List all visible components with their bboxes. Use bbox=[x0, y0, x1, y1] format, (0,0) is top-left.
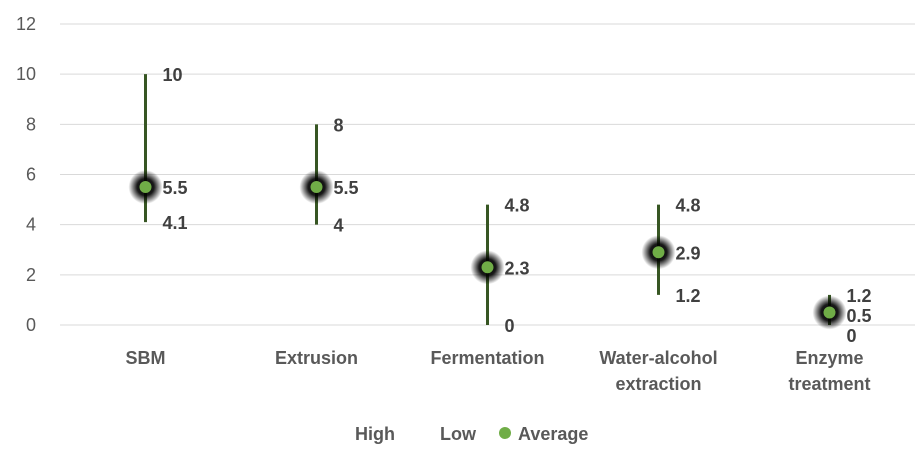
legend-average: Average bbox=[518, 424, 588, 444]
y-tick-label: 2 bbox=[26, 265, 36, 285]
category-label: Fermentation bbox=[430, 348, 544, 368]
category-label: Enzyme bbox=[795, 348, 863, 368]
x-axis-categories: SBM Extrusion Fermentation Water-alcohol ext… bbox=[126, 348, 871, 394]
category-label: SBM bbox=[126, 348, 166, 368]
high-label: 4.8 bbox=[676, 196, 701, 216]
average-marker bbox=[652, 246, 665, 259]
high-label: 4.8 bbox=[505, 196, 530, 216]
y-tick-label: 8 bbox=[26, 114, 36, 134]
low-label: 4.1 bbox=[163, 213, 188, 233]
low-label: 4 bbox=[334, 216, 344, 236]
average-label: 2.9 bbox=[676, 243, 701, 263]
category-label: Extrusion bbox=[275, 348, 358, 368]
low-label: 1.2 bbox=[676, 286, 701, 306]
average-label: 0.5 bbox=[847, 306, 872, 326]
y-tick-label: 10 bbox=[16, 64, 36, 84]
high-label: 8 bbox=[334, 115, 344, 135]
average-label: 5.5 bbox=[334, 178, 359, 198]
y-tick-label: 6 bbox=[26, 165, 36, 185]
y-axis-ticks: 0 2 4 6 8 10 12 bbox=[16, 14, 36, 335]
average-marker bbox=[139, 181, 152, 194]
low-label: 0 bbox=[505, 316, 515, 336]
category-label: Water-alcohol bbox=[599, 348, 717, 368]
average-marker bbox=[823, 306, 836, 319]
high-label: 10 bbox=[163, 65, 183, 85]
category-label: extraction bbox=[615, 374, 701, 394]
y-tick-label: 0 bbox=[26, 315, 36, 335]
low-label: 0 bbox=[847, 326, 857, 346]
legend-average-marker bbox=[499, 427, 511, 439]
category-label: treatment bbox=[788, 374, 870, 394]
data-marks: 105.54.185.544.82.304.82.91.2 1.20.50 bbox=[128, 65, 872, 346]
average-marker bbox=[310, 181, 323, 194]
y-tick-label: 4 bbox=[26, 215, 36, 235]
legend-high: High bbox=[355, 424, 395, 444]
high-label: 1.2 bbox=[847, 286, 872, 306]
average-marker bbox=[481, 261, 494, 274]
average-label: 5.5 bbox=[163, 178, 188, 198]
legend: High Low Average bbox=[355, 424, 588, 444]
average-label: 2.3 bbox=[505, 258, 530, 278]
y-tick-label: 12 bbox=[16, 14, 36, 34]
legend-low: Low bbox=[440, 424, 477, 444]
